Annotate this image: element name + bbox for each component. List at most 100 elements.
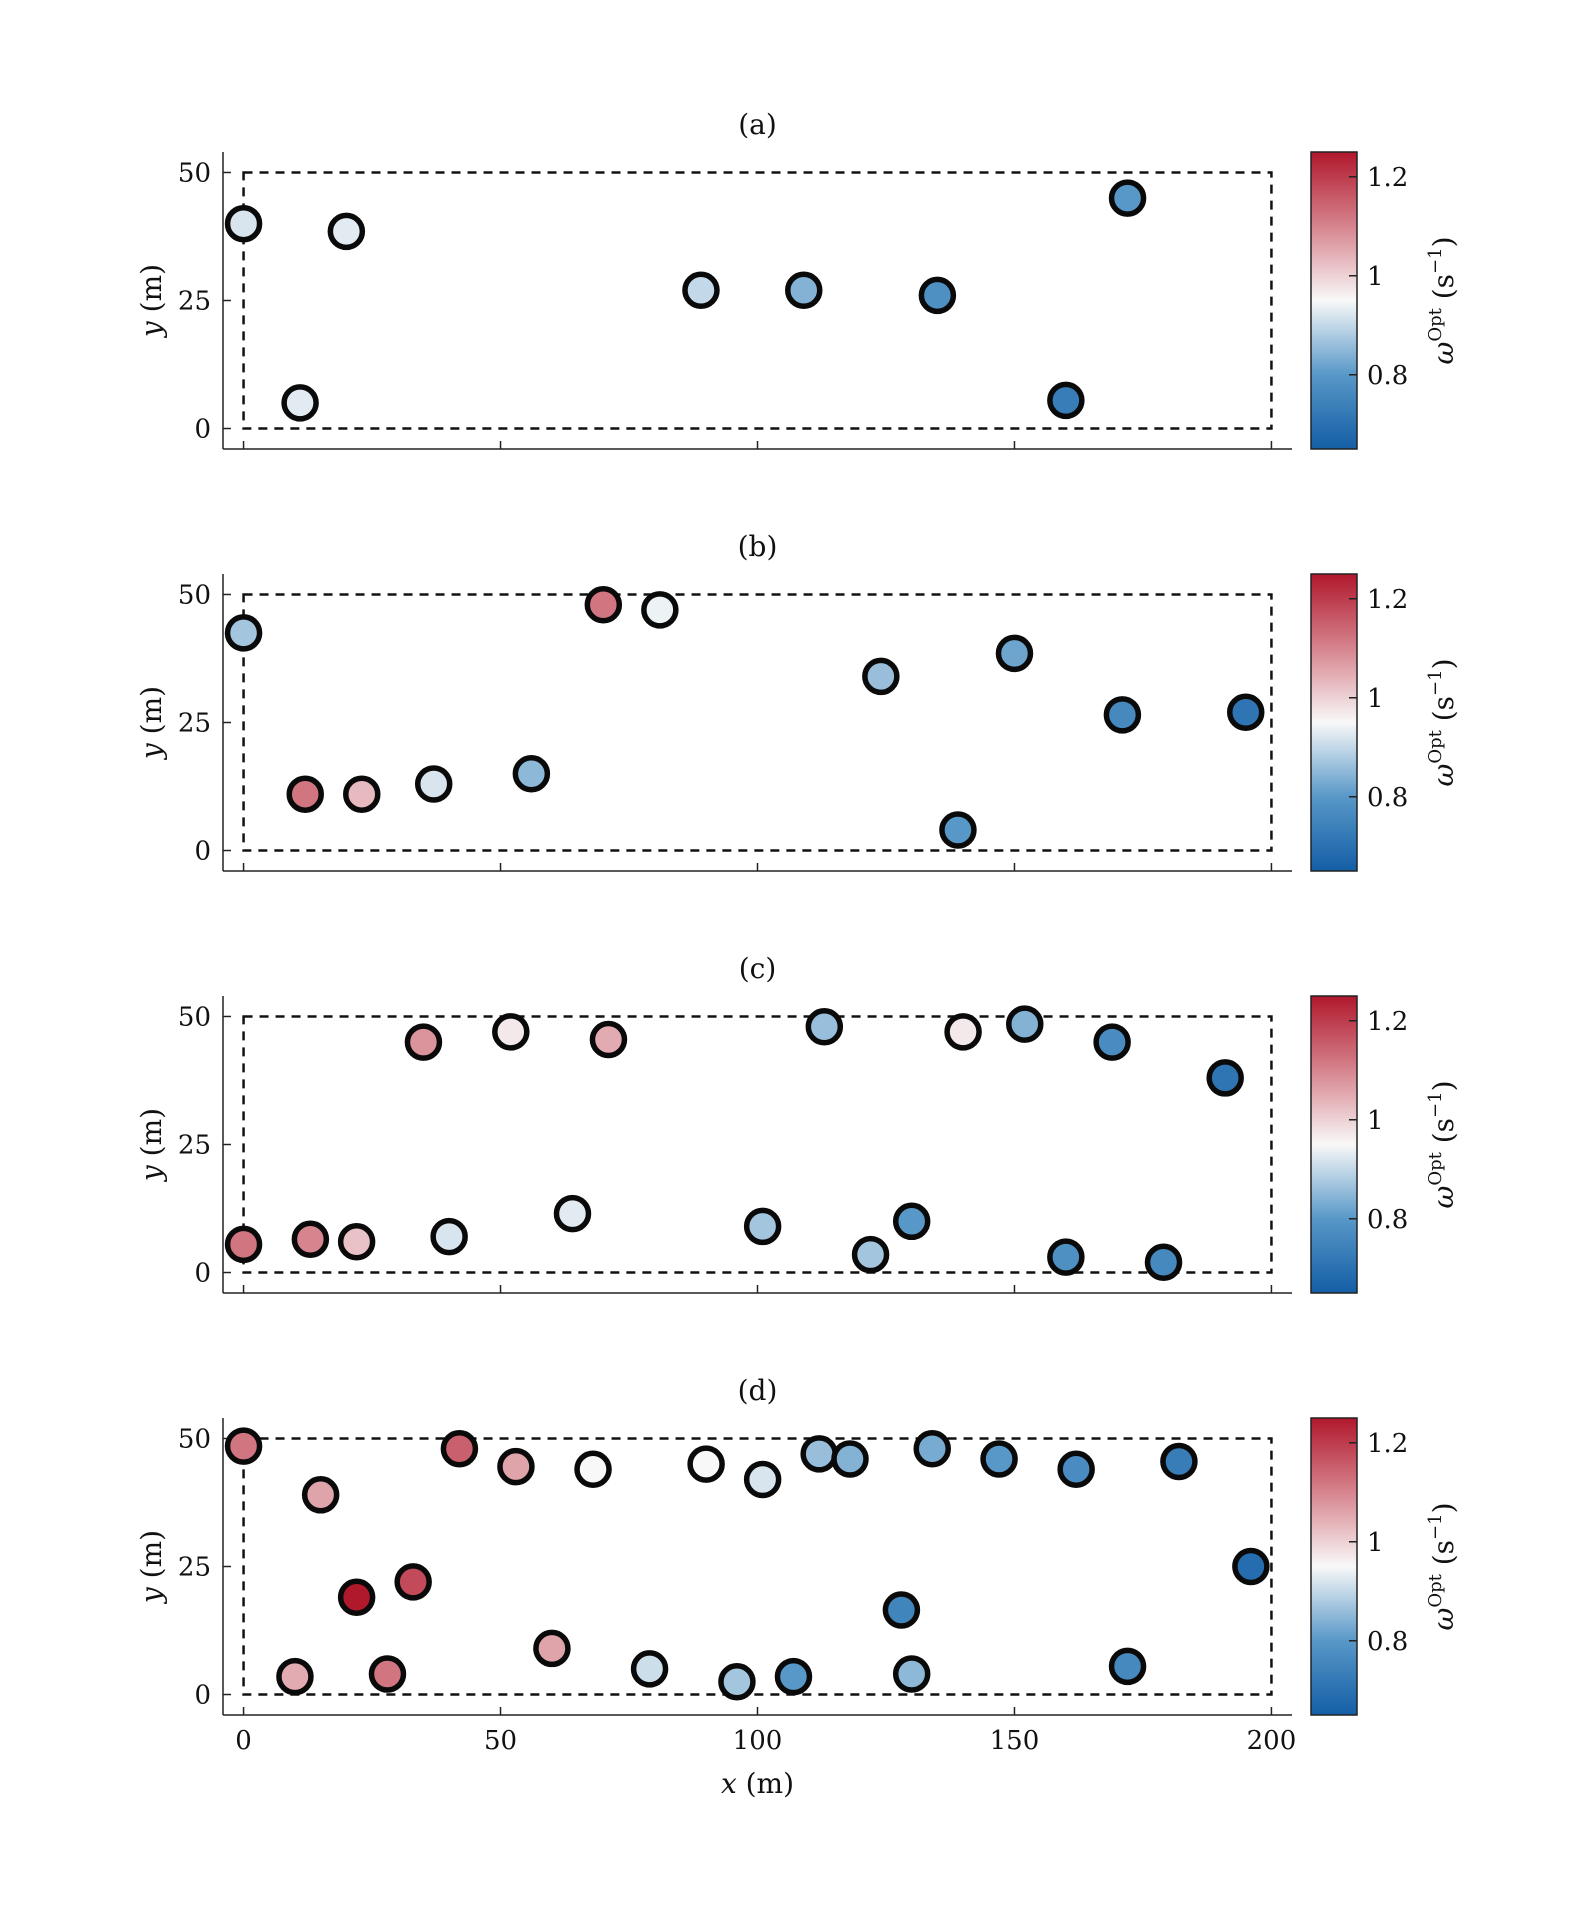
y-tick-label: 25 [178,1131,211,1161]
x-tick-label: 0 [235,1726,252,1756]
y-axis-label: y (m) [135,686,168,761]
panel-a: (a) 0 25 50 y (m) 0.8 1 1.2 ωOpt (s−1) [135,108,1460,450]
y-tick-label: 50 [178,158,211,188]
panel-title: (d) [738,1374,778,1407]
data-point [682,271,720,310]
data-point [851,1235,890,1274]
panel-d: (d) 0 50 100 150 200 0 25 50 y (m) x (m) 0.8 1 1.2 ωOp… [135,1374,1460,1800]
domain-boundary [242,593,1273,852]
panel-title: (a) [738,108,777,141]
data-point [574,1450,612,1488]
data-point [327,212,366,251]
data-point [512,754,551,793]
panel-title: (c) [739,952,777,985]
y-tick-label: 50 [178,1424,211,1454]
data-point [743,1460,782,1499]
panel-b: (b) 0 25 50 y (m) 0.8 1 1.2 ωOpt (s−1) [135,530,1460,872]
y-tick-label: 25 [178,709,211,739]
colorbar-tick-label: 1 [1367,1528,1384,1558]
data-point [718,1662,756,1701]
data-point [641,591,679,629]
x-axis-label: x (m) [721,1767,794,1800]
y-tick-label: 0 [194,837,211,867]
y-tick-label: 0 [194,415,211,445]
data-point [1108,179,1147,217]
domain-boundary [242,171,1273,430]
data-point [939,811,977,849]
data-point [918,276,957,315]
data-point [1006,1005,1044,1043]
y-tick-label: 50 [178,1002,211,1032]
colorbar-tick-label: 0.8 [1367,1627,1408,1657]
data-point [1103,696,1142,734]
y-tick-label: 0 [194,1259,211,1289]
colorbar [1310,1417,1358,1716]
data-point [831,1440,869,1478]
colorbar-tick-label: 1 [1367,262,1384,292]
domain-boundary [242,1015,1273,1274]
data-point [800,1435,838,1473]
colorbar [1310,995,1358,1294]
data-point [1093,1023,1131,1061]
data-point [785,271,823,310]
data-point [743,1207,782,1246]
colorbar-tick-label: 0.8 [1367,783,1408,813]
data-point [774,1657,813,1696]
data-point [944,1013,982,1051]
data-point [337,1578,376,1616]
data-point [224,204,263,243]
data-point [224,614,263,652]
x-tick-label: 150 [990,1726,1040,1756]
y-tick-label: 0 [194,1681,211,1711]
x-tick-label: 100 [733,1726,783,1756]
domain-boundary [242,1437,1273,1696]
y-tick-label: 25 [178,1553,211,1583]
data-point [404,1023,443,1061]
data-point [497,1447,535,1486]
data-point [368,1655,407,1693]
colorbar-tick-label: 1.2 [1367,1007,1408,1037]
data-point [862,657,900,696]
colorbar-label: ωOpt (s−1) [1425,658,1460,786]
x-tick-label: 50 [484,1726,517,1756]
data-point [286,775,324,813]
data-point [1232,1547,1270,1586]
data-point [805,1007,844,1046]
data-point [301,1476,340,1514]
y-tick-label: 50 [178,580,211,610]
data-point [995,634,1034,673]
colorbar-tick-label: 1.2 [1367,1429,1408,1459]
y-axis-label: y (m) [135,1530,168,1605]
data-point [276,1657,314,1696]
colorbar [1310,573,1358,872]
data-point [533,1629,571,1668]
panel-c: (c) 0 25 50 y (m) 0.8 1 1.2 ωOpt (s−1) [135,952,1460,1294]
data-point [337,1223,376,1261]
data-point [440,1429,479,1468]
colorbar-tick-label: 0.8 [1367,1205,1408,1235]
data-point [281,384,319,422]
data-point [687,1445,725,1483]
data-point [1206,1059,1244,1097]
data-point [584,585,623,624]
data-point [224,1427,263,1465]
data-point [1047,1238,1085,1276]
data-point [1144,1243,1183,1282]
colorbar-label: ωOpt (s−1) [1425,236,1460,364]
data-point [913,1429,951,1468]
data-point [394,1563,432,1601]
data-point [630,1650,669,1688]
data-point [1047,381,1085,420]
data-point [1108,1647,1147,1686]
data-point [892,1202,931,1241]
data-point [882,1591,921,1629]
data-point [291,1220,330,1258]
colorbar-tick-label: 1.2 [1367,585,1408,615]
data-point [980,1440,1018,1478]
data-point [589,1020,628,1059]
colorbar-tick-label: 1.2 [1367,163,1408,193]
data-point [492,1013,530,1051]
x-tick-label: 200 [1247,1726,1297,1756]
colorbar-label: ωOpt (s−1) [1425,1080,1460,1208]
